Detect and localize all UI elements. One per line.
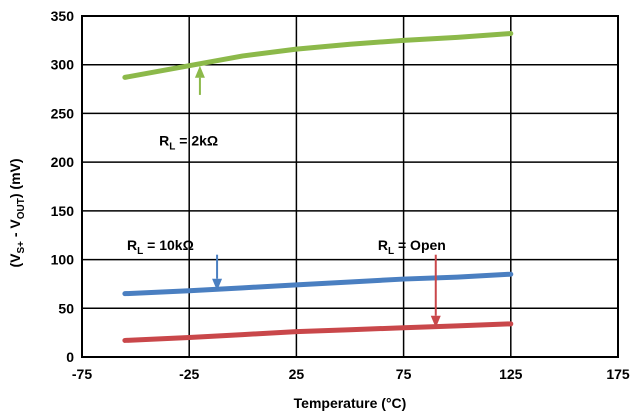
y-axis-title-sub1: S+ bbox=[16, 241, 27, 254]
annotation-label-rest: = 2kΩ bbox=[175, 133, 218, 149]
x-tick-label: -25 bbox=[179, 366, 199, 382]
x-tick-label: 75 bbox=[396, 366, 412, 382]
annotation-label-rest: = 10kΩ bbox=[143, 237, 194, 253]
x-tick-label: 175 bbox=[606, 366, 630, 382]
y-tick-label: 250 bbox=[51, 105, 75, 121]
series-line-2 bbox=[122, 271, 514, 297]
x-tick-label: 125 bbox=[499, 366, 523, 382]
annotation-label-sub: L bbox=[388, 246, 394, 257]
y-tick-label: 300 bbox=[51, 57, 75, 73]
annotation-label-sub: L bbox=[169, 142, 175, 153]
annotation-label-main: R bbox=[159, 133, 169, 149]
annotation-label-3: RL = Open bbox=[378, 237, 446, 257]
y-axis-title-suffix: ) (mV) bbox=[7, 158, 23, 198]
tick-labels: -75 -25 25 75 125 175 0 50 100 150 200 250 300 350 bbox=[51, 8, 630, 382]
y-tick-label: 350 bbox=[51, 8, 75, 24]
annotation-label-main: R bbox=[378, 237, 388, 253]
y-axis-title: (VS+ - VOUT) (mV) bbox=[7, 158, 27, 267]
y-tick-label: 50 bbox=[58, 300, 74, 316]
grid bbox=[81, 15, 619, 358]
series-line-1 bbox=[122, 31, 514, 80]
y-axis-title-prefix: (V bbox=[7, 253, 23, 268]
x-tick-label: -75 bbox=[72, 366, 92, 382]
annotation-label-1: RL = 2kΩ bbox=[159, 133, 218, 153]
annotation-label-2: RL = 10kΩ bbox=[127, 237, 194, 257]
y-axis-title-middle: - V bbox=[7, 219, 23, 241]
y-tick-label: 100 bbox=[51, 252, 75, 268]
annotation-arrowhead-3 bbox=[430, 315, 441, 328]
x-tick-label: 25 bbox=[289, 366, 305, 382]
series-layer bbox=[122, 31, 514, 343]
plot-border bbox=[81, 15, 619, 358]
y-tick-label: 0 bbox=[66, 349, 74, 365]
series-line-3 bbox=[122, 321, 514, 343]
annotation-arrowhead-2 bbox=[212, 278, 223, 291]
annotation-label-rest: = Open bbox=[394, 237, 446, 253]
y-tick-label: 150 bbox=[51, 203, 75, 219]
y-tick-label: 200 bbox=[51, 154, 75, 170]
y-axis-title-sub2: OUT bbox=[16, 198, 27, 219]
annotation-arrowhead-1 bbox=[194, 65, 205, 78]
x-axis-title: Temperature (°C) bbox=[294, 395, 407, 411]
annotation-label-main: R bbox=[127, 237, 137, 253]
annotation-label-sub: L bbox=[137, 246, 143, 257]
